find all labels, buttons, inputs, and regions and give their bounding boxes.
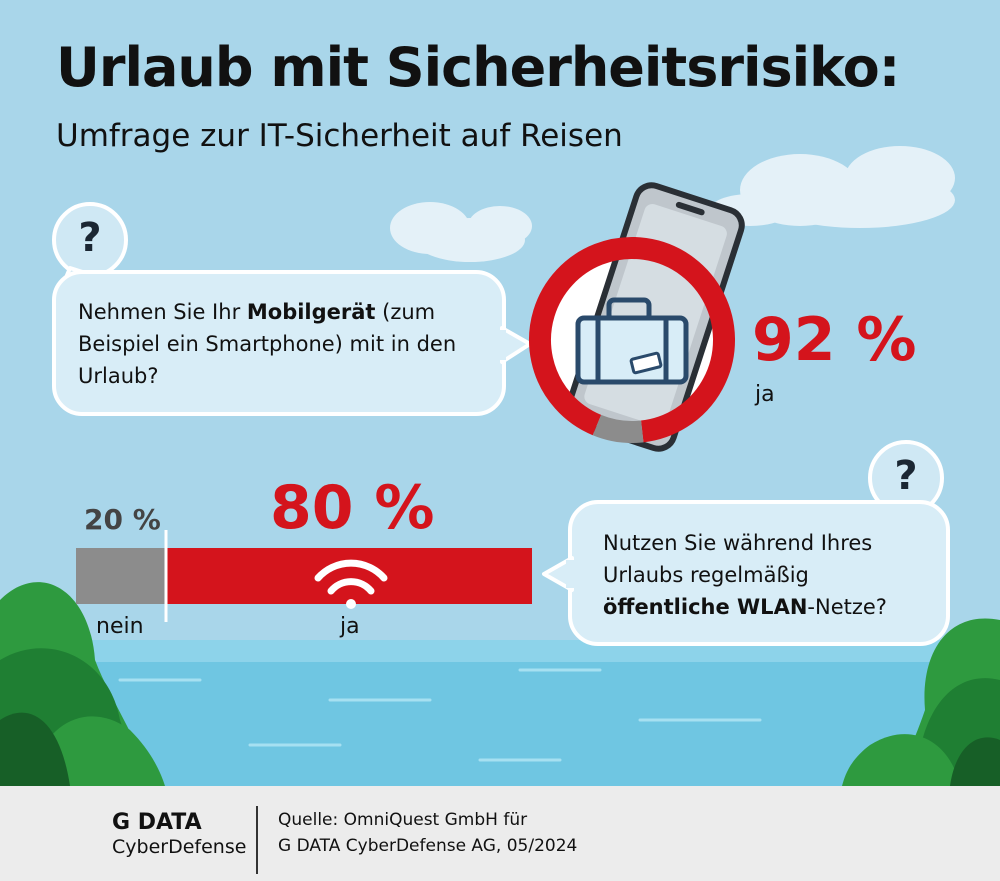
page-title: Urlaub mit Sicherheitsrisiko: — [56, 36, 900, 99]
speech-bubble-question-1 — [52, 202, 532, 416]
suitcase-icon — [575, 297, 689, 385]
wifi-icon — [314, 559, 388, 609]
bar-segment-nein — [76, 548, 168, 604]
question-mark-icon: ? — [894, 453, 918, 499]
question-1: Nehmen Sie Ihr Mobilgerät (zum Beispiel … — [78, 300, 457, 388]
footer-divider — [256, 806, 258, 874]
footer — [0, 786, 1000, 881]
bar-value-label-ja: 80 % — [270, 473, 435, 543]
bar-segment-ja — [167, 548, 532, 604]
cloud-icon — [390, 146, 955, 262]
plant-right-icon — [842, 618, 1000, 786]
page-subtitle: Umfrage zur IT-Sicherheit auf Reisen — [56, 118, 623, 154]
plant-left-icon — [0, 582, 165, 786]
bar-chart — [76, 530, 532, 622]
bar-value-label-nein: 20 % — [84, 503, 161, 536]
donut-slice-nein — [592, 414, 644, 443]
brand-subname: CyberDefense — [112, 836, 247, 858]
speech-bubble-question-2 — [542, 440, 950, 646]
donut-chart — [529, 182, 745, 452]
source-line-1: Quelle: OmniQuest GmbH für — [278, 810, 528, 830]
donut-value-label: 92 % — [752, 305, 917, 375]
question-2: Nutzen Sie während Ihres Urlaubs regelmä… — [603, 531, 887, 619]
donut-slice-ja — [529, 237, 735, 443]
question-mark-icon: ? — [78, 215, 102, 261]
bar-category-label-ja: ja — [340, 614, 360, 639]
source-line-2: G DATA CyberDefense AG, 05/2024 — [278, 836, 578, 856]
bar-category-label-nein: nein — [96, 614, 144, 639]
donut-category-label: ja — [755, 382, 775, 407]
brand-name: G DATA — [112, 810, 202, 835]
